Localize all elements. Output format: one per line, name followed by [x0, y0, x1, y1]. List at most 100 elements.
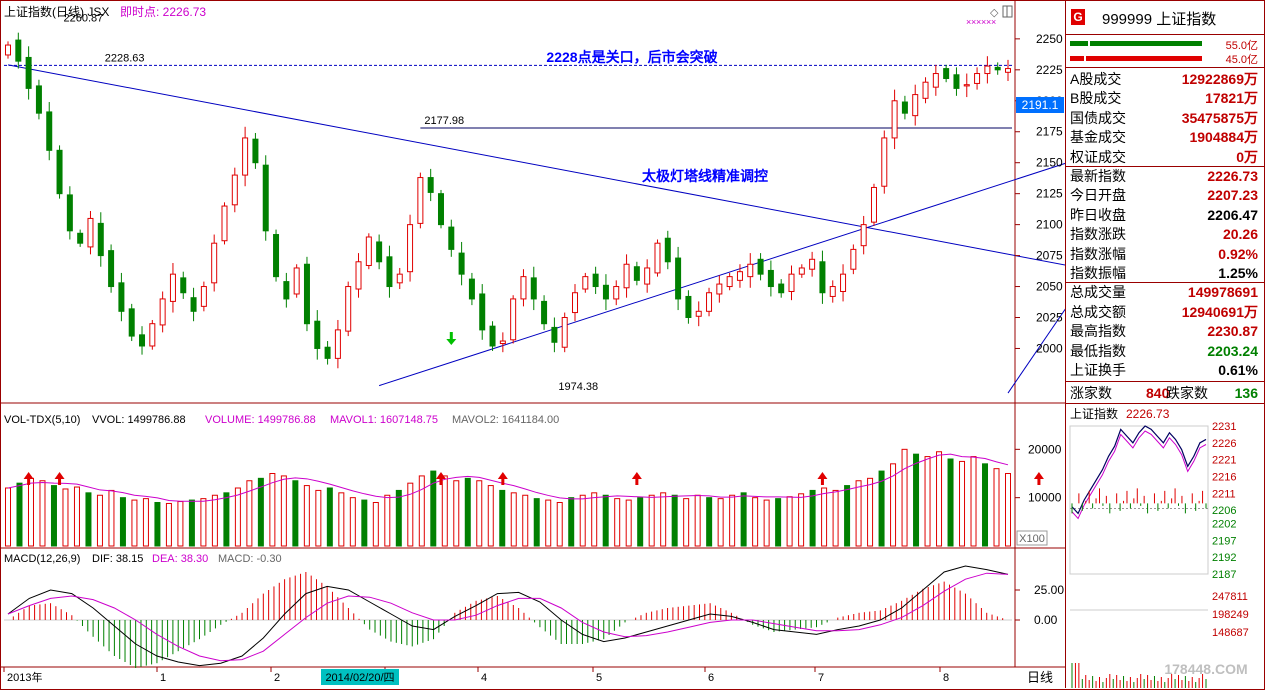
- candle: [386, 256, 393, 288]
- candle: [716, 283, 723, 295]
- date-tick-label: 6: [708, 672, 714, 684]
- intraday-chart[interactable]: 上证指数 2226.73 2231 2226 2221 2216 2211 2206 220…: [1066, 404, 1264, 688]
- vol-vvol: VVOL: 1499786.88: [92, 414, 186, 426]
- volume-bar: [142, 498, 149, 547]
- date-tick-label: 1: [160, 672, 166, 684]
- diamond-icon[interactable]: ◇: [990, 7, 999, 19]
- candle: [427, 177, 434, 193]
- volume-bar: [602, 494, 609, 547]
- trend-lines: [7, 64, 1065, 394]
- candle: [530, 277, 537, 300]
- volume-bar: [476, 480, 483, 547]
- candle: [613, 286, 620, 300]
- quote-row: 指数涨幅 0.92%: [1066, 245, 1264, 263]
- candle: [169, 273, 176, 302]
- candle: [77, 232, 84, 244]
- quote-value: 12922869万: [1181, 71, 1258, 87]
- quote-label: 昨日收盘: [1070, 206, 1126, 223]
- price-grid: [4, 64, 1012, 129]
- candle: [984, 65, 991, 75]
- intraday-vol-tick: 247811: [1212, 591, 1248, 603]
- up-arrow-icon: [58, 479, 62, 485]
- intraday-tick-label: 2197: [1212, 535, 1236, 547]
- candle: [376, 241, 383, 263]
- volume-bar: [878, 470, 885, 547]
- price-tick-label: 2150: [1036, 156, 1063, 170]
- candle: [46, 111, 53, 151]
- date-tick-label: 8: [943, 672, 949, 684]
- candle: [778, 283, 785, 294]
- candle: [190, 297, 197, 312]
- volume-bar: [844, 485, 851, 547]
- candle: [303, 263, 310, 325]
- quote-value: 12940691万: [1181, 303, 1258, 320]
- down-bar: [1086, 56, 1202, 61]
- quote-row: 权证成交 0万: [1066, 148, 1264, 166]
- up-arrow-icon: [501, 479, 505, 485]
- intraday-tick-label: 2211: [1212, 488, 1236, 500]
- candle: [231, 174, 238, 206]
- candle: [118, 282, 125, 312]
- quote-label: 今日开盘: [1070, 187, 1126, 204]
- separator: [1066, 67, 1264, 68]
- quote-label: 指数振幅: [1070, 265, 1126, 281]
- period-tab[interactable]: 日线: [1027, 670, 1053, 685]
- candle: [97, 222, 104, 257]
- candle: [437, 193, 444, 226]
- volume-bar: [39, 480, 46, 547]
- volume-bar: [177, 501, 184, 547]
- candle: [767, 269, 774, 288]
- volume-bar: [729, 494, 736, 547]
- candle: [510, 298, 517, 341]
- volume-bar: [556, 502, 563, 547]
- window-buttons[interactable]: ◇: [990, 5, 1013, 19]
- vol-tick-label: 20000: [1028, 442, 1062, 456]
- separator: [1066, 282, 1264, 284]
- candle: [365, 236, 372, 266]
- volume-bar: [959, 460, 966, 547]
- volume-bar: [522, 494, 529, 547]
- chart-annotation: 1974.38: [558, 381, 598, 393]
- cursor-price: 2191.1: [1022, 98, 1059, 112]
- volume-bar: [982, 463, 989, 547]
- price-tick-label: 2250: [1036, 32, 1063, 46]
- candle: [561, 317, 568, 348]
- up-arrow-icon: [27, 479, 31, 485]
- up-arrow-icon: [54, 472, 65, 479]
- volume-bar: [993, 468, 1000, 547]
- quote-row: 指数振幅 1.25%: [1066, 264, 1264, 282]
- volume-bar: [591, 492, 598, 547]
- intraday-avg-line: [1071, 430, 1207, 520]
- quote-row: 上证换手 0.61%: [1066, 361, 1264, 379]
- candle: [180, 277, 187, 294]
- candle: [273, 234, 280, 278]
- buy-arrow-icon: [449, 332, 453, 339]
- main-chart[interactable]: 2260.872228.632177.981974.38A线B线B线0728灯塔…: [0, 0, 1065, 690]
- candle: [901, 101, 908, 114]
- watermark: 178448.COM: [1164, 661, 1247, 677]
- cursor-price-badge: [1016, 97, 1064, 113]
- volume-bar: [855, 480, 862, 547]
- candle: [87, 217, 94, 248]
- price-tick-label: 2000: [1036, 341, 1063, 355]
- macd-axis: 0.00 25.00: [1015, 583, 1064, 627]
- quote-value: 2230.87: [1207, 323, 1258, 340]
- quote-row: 基金成交 1904884万: [1066, 128, 1264, 146]
- candle: [66, 194, 73, 232]
- candle: [1005, 68, 1011, 73]
- volume-bar: [717, 498, 724, 547]
- volume-bar: [568, 497, 575, 547]
- candle: [654, 242, 661, 274]
- candle: [819, 261, 826, 294]
- up-bar: [1090, 41, 1202, 46]
- intraday-tick-label: 2226: [1212, 438, 1236, 450]
- candle: [809, 258, 816, 270]
- candle: [912, 94, 919, 117]
- cross-marker-icon: ×: [966, 17, 971, 27]
- price-axis: 2000202520502075210021252150217522002225…: [1015, 32, 1063, 355]
- mavol1-line: [7, 453, 1009, 502]
- fall-value: 136: [1234, 385, 1258, 401]
- g-badge[interactable]: G: [1071, 9, 1085, 25]
- volume-bar: [430, 470, 437, 547]
- date-axis: 2013年12345678: [3, 667, 949, 684]
